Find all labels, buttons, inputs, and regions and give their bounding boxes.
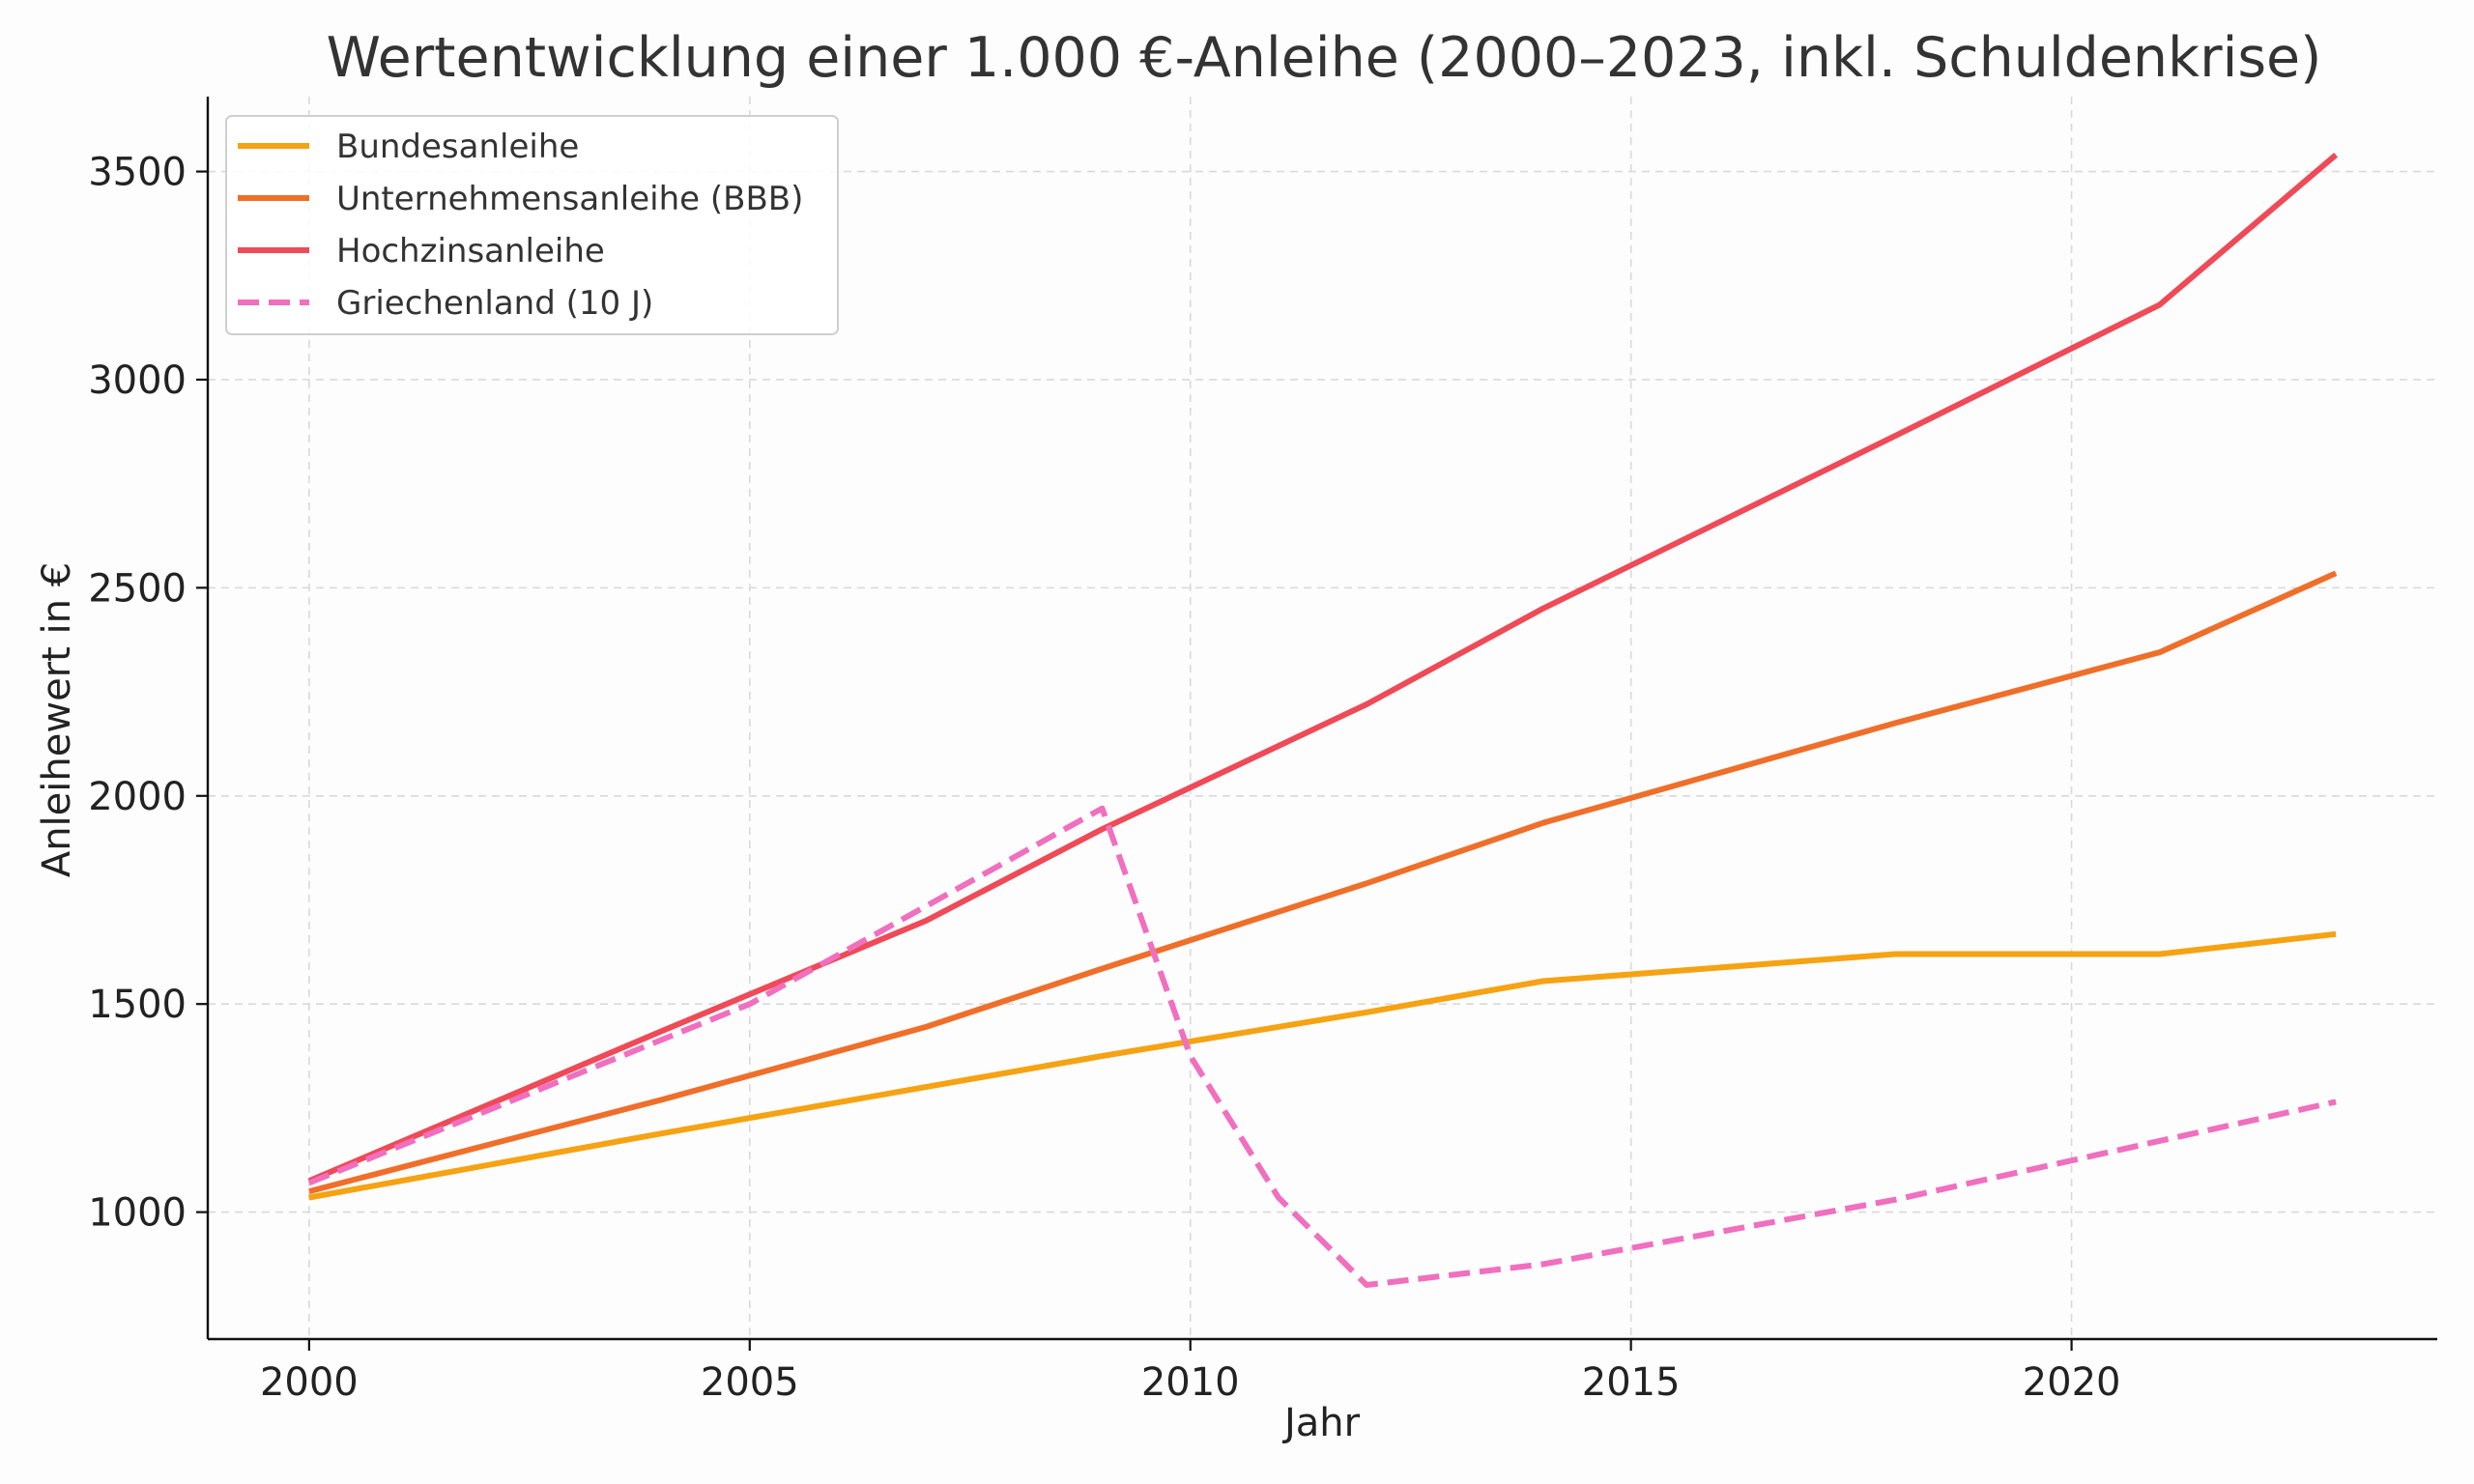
- legend-label: Griechenland (10 J): [336, 284, 653, 323]
- legend-label: Unternehmensanleihe (BBB): [336, 180, 803, 218]
- y-axis-label: Anleihewert in €: [35, 562, 79, 877]
- series-line-4: [307, 805, 2337, 1288]
- x-tick-label: 2005: [701, 1360, 799, 1405]
- y-tick-label: 3500: [88, 151, 187, 195]
- y-tick-label: 1000: [88, 1191, 187, 1236]
- legend-label: Hochzinsanleihe: [336, 232, 605, 271]
- axes: [206, 97, 2437, 1341]
- legend: Bundesanleihe Unternehmensanleihe (BBB) Ho…: [225, 115, 839, 335]
- y-tick-label: 3000: [88, 358, 187, 403]
- chart-title: Wertentwicklung einer 1.000 €-Anleihe (2…: [327, 26, 2322, 90]
- ticks: 2000 2005 2010 2015 2020 1000 1500 2000 2500 3000…: [88, 151, 2120, 1405]
- y-tick-label: 2000: [88, 775, 187, 819]
- x-tick-label: 2020: [2023, 1360, 2121, 1405]
- x-tick-label: 2010: [1141, 1360, 1240, 1405]
- legend-box: [225, 115, 839, 335]
- series-layer: [307, 153, 2339, 1288]
- y-tick-label: 1500: [88, 983, 187, 1027]
- series-line-2: [308, 570, 2338, 1195]
- x-tick-label: 2000: [260, 1360, 359, 1405]
- x-tick-label: 2015: [1582, 1360, 1681, 1405]
- y-tick-label: 2500: [88, 566, 187, 611]
- series-line-3: [307, 153, 2339, 1184]
- x-axis-label: Jahr: [1281, 1401, 1361, 1445]
- series-line-1: [308, 930, 2337, 1201]
- legend-label: Bundesanleihe: [336, 128, 579, 166]
